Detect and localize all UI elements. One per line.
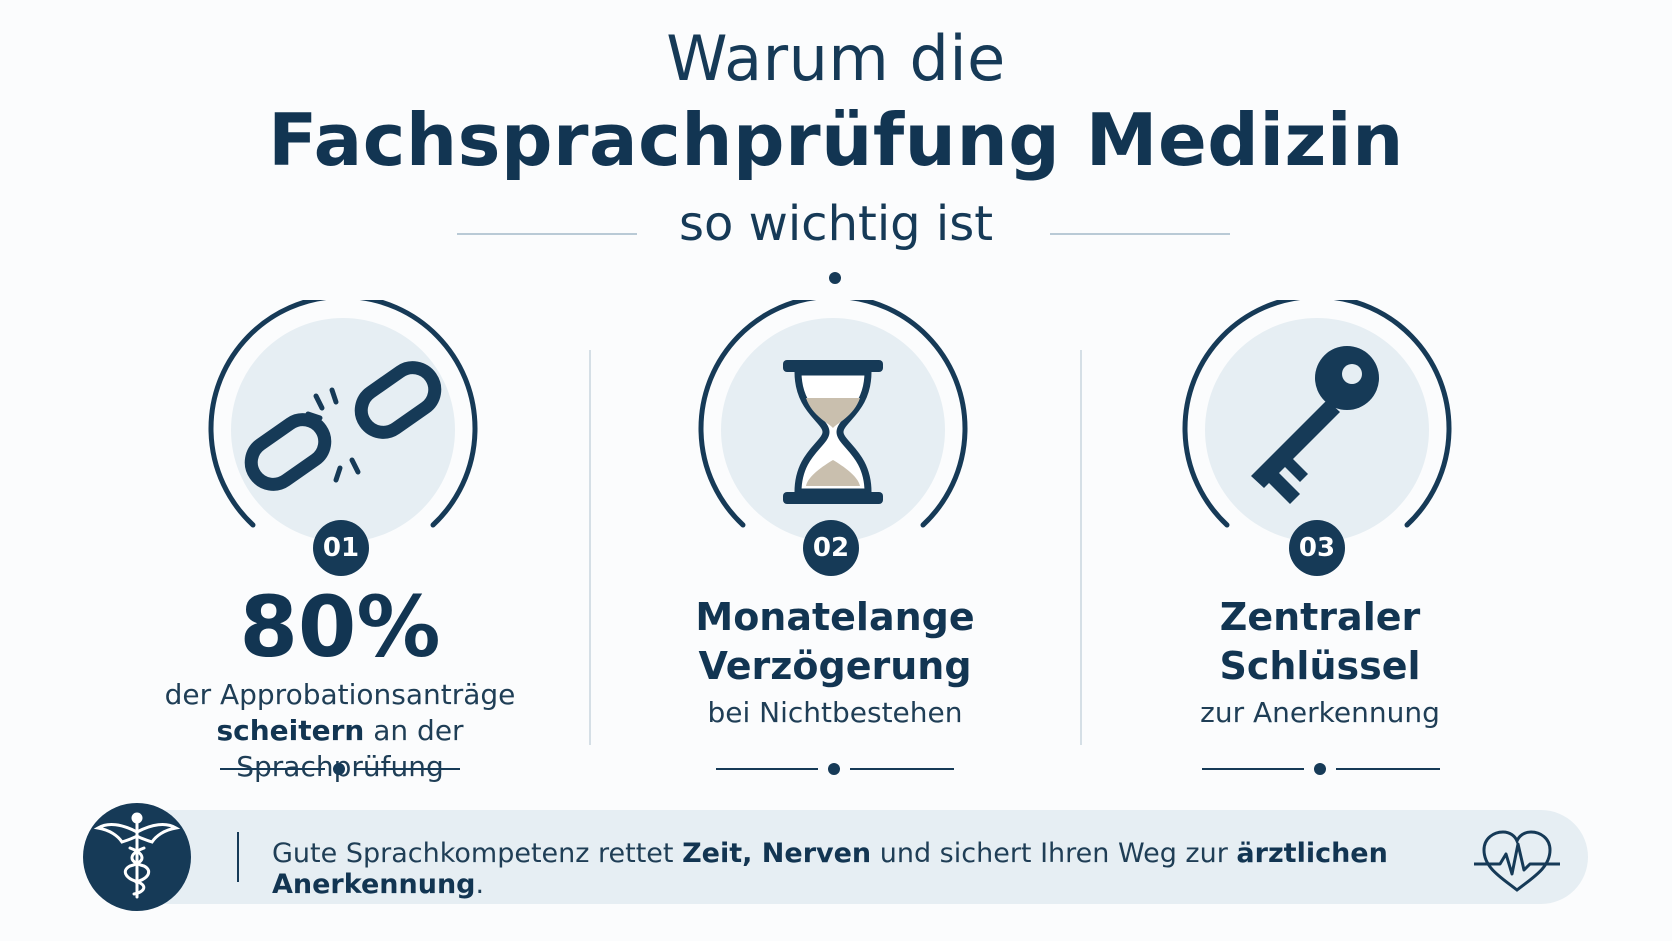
item-1-rule-left: [220, 768, 325, 770]
item-2-rule-left: [716, 768, 818, 770]
title-rule-right: [1050, 233, 1230, 235]
caduceus-badge: [83, 803, 191, 911]
separator-1: [589, 350, 591, 745]
heart-pulse-icon: [1474, 830, 1560, 892]
footer-bar: [110, 810, 1588, 904]
footer-divider: [237, 832, 239, 882]
item-1-number-badge: 01: [313, 520, 369, 576]
title-rule-left: [457, 233, 637, 235]
hourglass-icon: [783, 360, 883, 504]
item-1-dot: [333, 763, 345, 775]
item-3-text: zur Anerkennung: [1200, 696, 1440, 729]
item-2-number-badge: 02: [803, 520, 859, 576]
title-dot: [829, 272, 841, 284]
item-2-rule-right: [850, 768, 954, 770]
item-3-number-badge: 03: [1289, 520, 1345, 576]
title-line-1: Warum die: [666, 22, 1006, 95]
item-2-headline: Monatelange Verzögerung: [695, 595, 975, 688]
page-title: Fachsprachprüfung Medizin: [268, 98, 1404, 182]
item-1-headline: 80%: [239, 578, 441, 676]
title-line-3: so wichtig ist: [678, 196, 994, 252]
item-2-text: bei Nichtbestehen: [707, 696, 963, 729]
caduceus-icon: [93, 812, 181, 899]
item-3-headline: Zentraler Schlüssel: [1219, 595, 1421, 688]
item-1-icon-circle: [208, 300, 478, 542]
separator-2: [1080, 350, 1082, 745]
item-3-dot: [1314, 763, 1326, 775]
footer-text: Gute Sprachkompetenz rettet Zeit, Nerven…: [272, 838, 1388, 900]
item-2-icon-circle: [698, 300, 968, 542]
item-1-rule-right: [355, 768, 460, 770]
key-icon: [1251, 346, 1379, 504]
item-2-dot: [828, 763, 840, 775]
item-1-text: der Approbationsanträge scheitern an der…: [164, 678, 516, 783]
item-3-rule-right: [1336, 768, 1440, 770]
item-3-rule-left: [1202, 768, 1304, 770]
broken-chain-icon: [244, 361, 442, 491]
item-3-icon-circle: [1182, 300, 1452, 542]
